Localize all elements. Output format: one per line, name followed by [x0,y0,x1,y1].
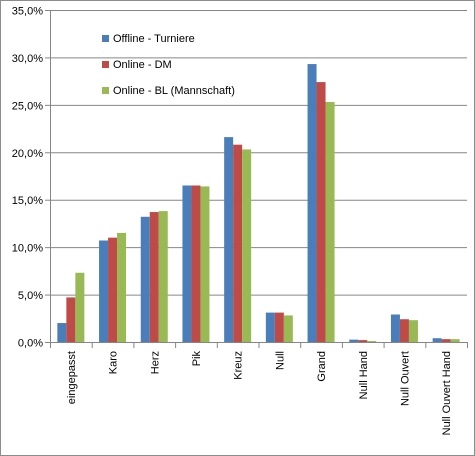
bar-kreuz-series-1 [224,137,234,342]
y-tick-label: 10,0% [12,243,43,255]
x-axis-ticks: eingepasst Karo Herz Pik Kreuz Null Grand Null … [50,342,468,435]
bar-karo-series-1 [99,240,109,342]
legend-label: Online - DM [113,59,172,71]
bar-null-series-1 [265,312,275,342]
bar-herz-series-2 [149,212,159,342]
y-tick-label: 15,0% [12,195,43,207]
x-tick-label: Grand [316,351,328,382]
bar-null-hand-series-3 [367,341,377,342]
legend-swatch [102,61,109,68]
bar-null-ouvert-hand-series-3 [450,339,460,342]
x-tick-label: Null [274,351,286,370]
x-tick-label: Kreuz [233,351,245,380]
bar-pik-series-2 [191,185,201,342]
bar-kreuz-series-2 [233,144,243,342]
bar-pik-series-3 [200,186,210,342]
legend: Offline - Turniere Online - DM Online - BL… [102,33,235,97]
bar-eingepasst-series-1 [57,323,67,342]
bar-null-ouvert-hand-series-1 [432,338,442,342]
bar-grand-series-3 [325,102,335,342]
bar-eingepasst-series-2 [66,297,76,342]
bar-herz-series-1 [140,216,150,342]
bar-pik-series-1 [182,185,192,342]
y-axis-ticks: 0,0% 5,0% 10,0% 15,0% 20,0% 25,0% 30,0% 35,0% [12,6,50,350]
y-tick-label: 35,0% [12,6,43,18]
legend-label: Online - BL (Mannschaft) [113,85,235,97]
bar-grand-series-1 [307,64,317,342]
x-tick-label: Null Hand [358,351,370,399]
legend-swatch [102,87,109,94]
bar-null-ouvert-series-1 [390,314,400,342]
x-tick-label: Pik [191,351,203,367]
x-tick-label: Null Ouvert Hand [441,351,453,435]
bar-null-hand-series-1 [349,339,359,342]
legend-label: Offline - Turniere [113,33,195,45]
bars [57,64,460,342]
bar-null-series-2 [274,312,284,342]
y-tick-label: 20,0% [12,148,43,160]
x-tick-label: eingepasst [66,351,78,404]
x-tick-label: Herz [149,351,161,374]
y-tick-label: 5,0% [18,290,43,302]
bar-null-hand-series-2 [358,340,368,342]
y-tick-label: 30,0% [12,53,43,65]
bar-eingepasst-series-3 [75,272,85,342]
x-tick-label: Null Ouvert [399,351,411,406]
x-tick-label: Karo [108,351,120,374]
legend-swatch [102,35,109,42]
bar-null-ouvert-series-3 [408,320,418,342]
y-tick-label: 25,0% [12,100,43,112]
y-tick-label: 0,0% [18,338,43,350]
bar-herz-series-3 [158,211,168,342]
bar-null-ouvert-series-2 [399,319,409,342]
bar-kreuz-series-3 [242,149,252,342]
bar-null-series-3 [283,315,293,342]
bar-karo-series-3 [117,232,127,342]
bar-null-ouvert-hand-series-2 [441,339,451,342]
bar-karo-series-2 [108,237,118,342]
bar-grand-series-2 [316,82,326,342]
